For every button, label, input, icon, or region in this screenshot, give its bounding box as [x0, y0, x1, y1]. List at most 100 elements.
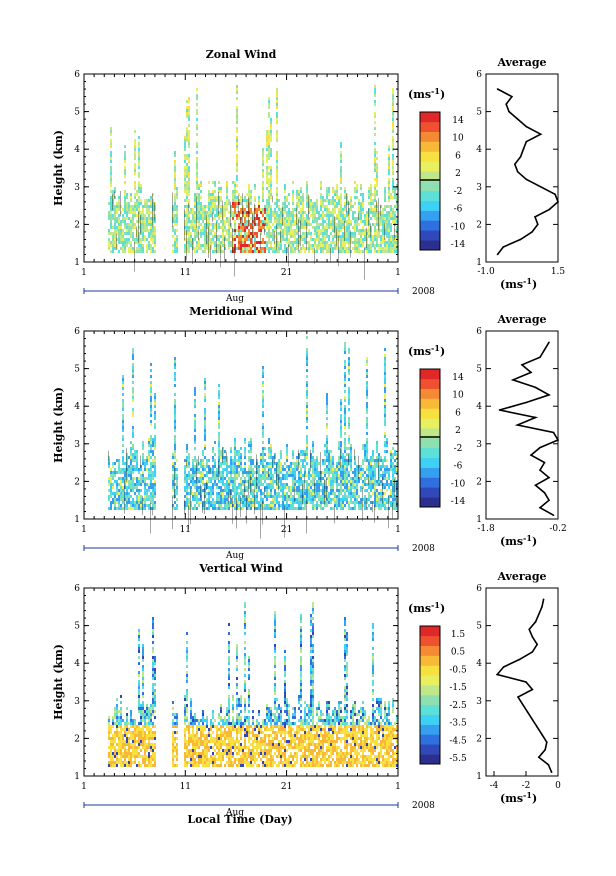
- heatmap-cell: [388, 181, 390, 184]
- heatmap-cell: [320, 232, 322, 235]
- heatmap-cell: [186, 139, 188, 142]
- heatmap-cell: [210, 205, 212, 208]
- heatmap-cell: [350, 196, 352, 199]
- heatmap-cell: [184, 172, 186, 175]
- heatmap-cell: [186, 456, 188, 459]
- heatmap-cell: [380, 459, 382, 462]
- heatmap-cell: [154, 501, 156, 504]
- heatmap-cell: [140, 477, 142, 480]
- heatmap-cell: [306, 375, 308, 378]
- heatmap-cell: [308, 196, 310, 199]
- heatmap-cell: [310, 474, 312, 477]
- heatmap-cell: [276, 187, 278, 190]
- heatmap-cell: [342, 489, 344, 492]
- heatmap-cell: [380, 247, 382, 250]
- heatmap-cell: [328, 462, 330, 465]
- heatmap-cell: [142, 459, 144, 462]
- heatmap-cell: [198, 184, 200, 187]
- heatmap-cell: [118, 205, 120, 208]
- contour-mark: [186, 459, 187, 467]
- heatmap-cell: [184, 486, 186, 489]
- heatmap-cell: [112, 250, 114, 253]
- heatmap-cell: [234, 199, 236, 202]
- heatmap-cell: [250, 468, 252, 471]
- heatmap-cell: [300, 450, 302, 453]
- heatmap-cell: [348, 208, 350, 211]
- heatmap-cell: [344, 390, 346, 393]
- heatmap-cell: [272, 462, 274, 465]
- heatmap-cell: [186, 172, 188, 175]
- heatmap-cell: [384, 205, 386, 208]
- heatmap-cell: [202, 220, 204, 223]
- heatmap-cell: [134, 145, 136, 148]
- heatmap-cell: [188, 241, 190, 244]
- heatmap-cell: [222, 480, 224, 483]
- heatmap-cell: [112, 501, 114, 504]
- heatmap-cell: [214, 441, 216, 444]
- heatmap-cell: [248, 441, 250, 444]
- contour-mark: [272, 459, 273, 469]
- heatmap-cell: [348, 489, 350, 492]
- heatmap-cell: [336, 489, 338, 492]
- heatmap-cell: [274, 226, 276, 229]
- heatmap-cell: [124, 241, 126, 244]
- heatmap-cell: [382, 247, 384, 250]
- heatmap-cell: [384, 435, 386, 438]
- heatmap-cell: [332, 474, 334, 477]
- heatmap-cell: [316, 459, 318, 462]
- heatmap-cell: [258, 504, 260, 507]
- heatmap-cell: [198, 501, 200, 504]
- heatmap-cell: [286, 456, 288, 459]
- heatmap-cell: [370, 465, 372, 468]
- heatmap-cell: [384, 471, 386, 474]
- heatmap-cell: [188, 193, 190, 196]
- heatmap-cell: [238, 235, 240, 238]
- heatmap-cell: [240, 250, 242, 253]
- heatmap-cell: [388, 226, 390, 229]
- heatmap-cell: [206, 459, 208, 462]
- heatmap-cell: [132, 381, 134, 384]
- heatmap-cell: [352, 241, 354, 244]
- heatmap-cell: [254, 235, 256, 238]
- heatmap-cell: [252, 226, 254, 229]
- heatmap-cell: [324, 474, 326, 477]
- heatmap-cell: [356, 483, 358, 486]
- heatmap-cell: [140, 489, 142, 492]
- heatmap-cell: [266, 178, 268, 181]
- heatmap-cell: [204, 378, 206, 381]
- heatmap-cell: [346, 220, 348, 223]
- heatmap-cell: [278, 232, 280, 235]
- heatmap-cell: [270, 139, 272, 142]
- heatmap-cell: [242, 211, 244, 214]
- heatmap-cell: [338, 483, 340, 486]
- heatmap-cell: [356, 465, 358, 468]
- heatmap-cell: [122, 417, 124, 420]
- heatmap-cell: [330, 202, 332, 205]
- contour-mark: [264, 487, 265, 496]
- heatmap-cell: [348, 420, 350, 423]
- heatmap-cell: [206, 498, 208, 501]
- heatmap-cell: [266, 142, 268, 145]
- heatmap-cell: [372, 471, 374, 474]
- heatmap-cell: [346, 462, 348, 465]
- heatmap-cell: [150, 438, 152, 441]
- heatmap-cell: [150, 507, 152, 510]
- heatmap-cell: [208, 190, 210, 193]
- heatmap-cell: [196, 498, 198, 501]
- heatmap-cell: [370, 477, 372, 480]
- heatmap-cell: [138, 480, 140, 483]
- heatmap-cell: [360, 468, 362, 471]
- heatmap-cell: [380, 456, 382, 459]
- heatmap-cell: [306, 402, 308, 405]
- heatmap-cell: [252, 235, 254, 238]
- heatmap-cell: [382, 495, 384, 498]
- heatmap-cell: [298, 205, 300, 208]
- heatmap-cell: [366, 483, 368, 486]
- heatmap-cell: [124, 220, 126, 223]
- heatmap-cell: [230, 205, 232, 208]
- heatmap-cell: [348, 492, 350, 495]
- heatmap-cell: [378, 498, 380, 501]
- heatmap-cell: [200, 501, 202, 504]
- heatmap-cell: [216, 498, 218, 501]
- heatmap-cell: [140, 504, 142, 507]
